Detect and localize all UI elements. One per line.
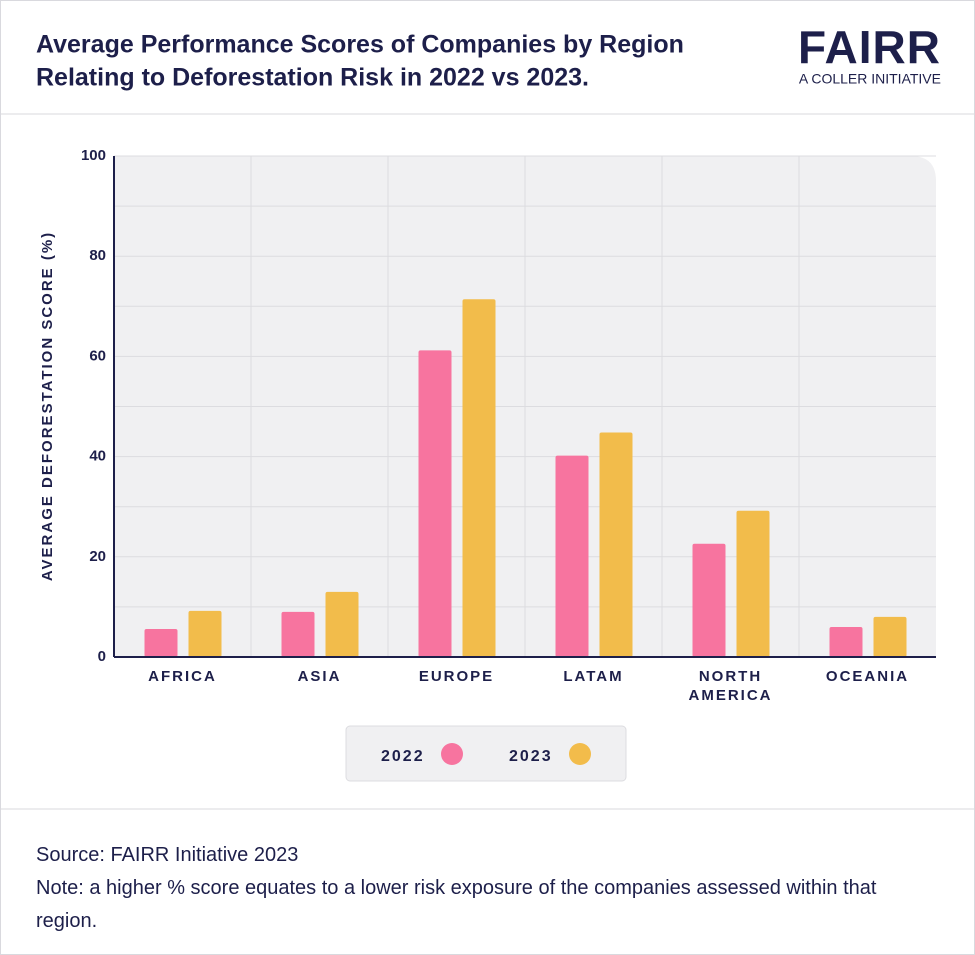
note: Note: a higher % score equates to a lowe… (36, 877, 877, 932)
logo: FAIRR (798, 21, 941, 73)
bar (692, 543, 726, 657)
x-tick-label: AFRICA (148, 668, 217, 685)
x-tick-label: NORTH AMERICA (688, 668, 773, 704)
legend-label: 2023 (509, 748, 553, 765)
x-tick-label: EUROPE (418, 668, 495, 685)
x-tick-label: ASIA (297, 668, 342, 685)
bar (418, 350, 452, 657)
footer: Source: FAIRR Initiative 2023 Note: a hi… (36, 839, 936, 938)
source: Source: FAIRR Initiative 2023 (36, 844, 299, 866)
y-tick-label: 20 (89, 548, 106, 565)
logo-subtitle: A COLLER INITIATIVE (799, 71, 941, 87)
x-tick-label: LATAM (563, 668, 624, 685)
legend-label: 2022 (381, 748, 425, 765)
legend (345, 725, 627, 782)
bar (325, 591, 359, 657)
bar (555, 455, 589, 657)
y-tick-label: 80 (89, 247, 106, 264)
bar (281, 611, 315, 657)
bar (462, 299, 496, 657)
bar (829, 626, 863, 657)
bar (188, 610, 222, 657)
legend-marker (569, 743, 591, 765)
bar (736, 510, 770, 657)
y-axis-label: AVERAGE DEFORESTATION SCORE (%) (39, 231, 56, 581)
y-tick-label: 0 (98, 648, 106, 665)
y-tick-label: 60 (89, 347, 106, 364)
y-tick-label: 40 (89, 448, 106, 465)
bar (873, 616, 907, 657)
title: Average Performance Scores of Companies … (36, 31, 684, 59)
title: Relating to Deforestation Risk in 2022 v… (36, 64, 589, 92)
bar (599, 432, 633, 657)
x-tick-label: OCEANIA (825, 668, 910, 685)
y-tick-label: 100 (81, 147, 106, 164)
legend-marker (441, 743, 463, 765)
bar (144, 628, 178, 657)
